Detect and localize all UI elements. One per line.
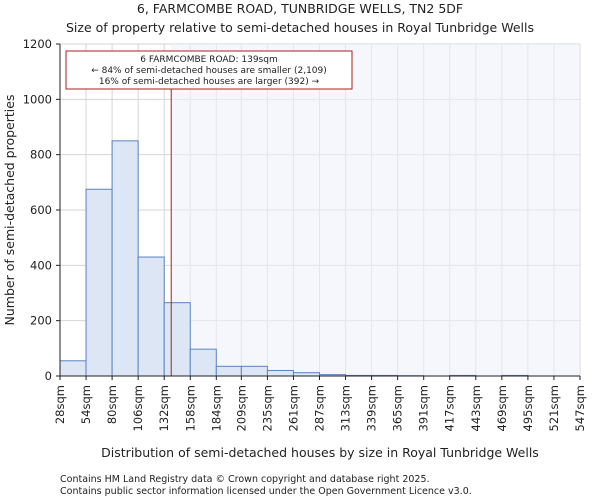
x-tick-label-106sqm: 106sqm bbox=[131, 385, 145, 431]
y-axis-label: Number of semi-detached properties bbox=[2, 95, 17, 326]
y-tick-label-1200: 1200 bbox=[23, 37, 52, 51]
bar-184sqm bbox=[215, 365, 242, 377]
bar-28sqm bbox=[59, 360, 87, 377]
x-tick-label-80sqm: 80sqm bbox=[105, 385, 119, 424]
x-tick-label-54sqm: 54sqm bbox=[79, 385, 93, 424]
x-tick-label-209sqm: 209sqm bbox=[234, 385, 248, 431]
x-tick-label-365sqm: 365sqm bbox=[391, 385, 405, 431]
x-tick-label-417sqm: 417sqm bbox=[443, 385, 457, 431]
bar-132sqm bbox=[163, 302, 191, 377]
bar-80sqm bbox=[111, 140, 139, 377]
x-tick-label-158sqm: 158sqm bbox=[183, 385, 197, 431]
x-tick-label-443sqm: 443sqm bbox=[469, 385, 483, 431]
annotation-line-1: 6 FARMCOMBE ROAD: 139sqm bbox=[140, 55, 277, 65]
x-tick-label-313sqm: 313sqm bbox=[339, 385, 353, 431]
bar-235sqm bbox=[266, 369, 294, 377]
bar-158sqm bbox=[189, 348, 217, 377]
annotation-line-2: ← 84% of semi-detached houses are smalle… bbox=[91, 66, 327, 76]
y-tick-label-600: 600 bbox=[30, 203, 52, 217]
x-tick-label-469sqm: 469sqm bbox=[495, 385, 509, 431]
y-tick-label-200: 200 bbox=[30, 314, 52, 328]
y-tick-label-800: 800 bbox=[30, 148, 52, 162]
x-tick-label-132sqm: 132sqm bbox=[157, 385, 171, 431]
y-tick-label-1000: 1000 bbox=[23, 92, 52, 106]
x-tick-label-28sqm: 28sqm bbox=[53, 385, 67, 424]
annotation-box bbox=[65, 50, 353, 90]
y-tick-label-0: 0 bbox=[45, 369, 52, 383]
x-tick-label-339sqm: 339sqm bbox=[365, 385, 379, 431]
marker-annotation: 6 FARMCOMBE ROAD: 139sqm ← 84% of semi-d… bbox=[65, 50, 353, 90]
bar-106sqm bbox=[137, 256, 165, 377]
y-tick-label-400: 400 bbox=[30, 258, 52, 272]
x-tick-label-287sqm: 287sqm bbox=[312, 385, 326, 431]
chart-title: 6, FARMCOMBE ROAD, TUNBRIDGE WELLS, TN2 … bbox=[137, 1, 463, 16]
x-tick-label-547sqm: 547sqm bbox=[573, 385, 587, 431]
x-tick-layer: 28sqm 54sqm 80sqm 106sqm 132sqm 158sqm 184sqm 2… bbox=[53, 376, 587, 431]
annotation-line-3: 16% of semi-detached houses are larger (… bbox=[99, 77, 320, 87]
x-tick-label-495sqm: 495sqm bbox=[521, 385, 535, 431]
bar-54sqm bbox=[85, 188, 113, 377]
footer-line-1: Contains HM Land Registry data © Crown c… bbox=[60, 474, 430, 485]
footer-line-2: Contains public sector information licen… bbox=[60, 486, 472, 497]
x-tick-label-391sqm: 391sqm bbox=[417, 385, 431, 431]
x-axis-label: Distribution of semi-detached houses by … bbox=[101, 445, 539, 460]
x-tick-label-521sqm: 521sqm bbox=[547, 385, 561, 431]
x-tick-label-184sqm: 184sqm bbox=[209, 385, 223, 431]
bar-layer bbox=[59, 140, 529, 377]
highlight-region bbox=[171, 44, 580, 376]
x-tick-label-235sqm: 235sqm bbox=[260, 385, 274, 431]
bar-209sqm bbox=[240, 365, 268, 377]
x-tick-label-261sqm: 261sqm bbox=[286, 385, 300, 431]
y-tick-layer: 0 200 400 600 800 1000 1200 bbox=[23, 37, 60, 383]
chart-subtitle: Size of property relative to semi-detach… bbox=[66, 20, 534, 35]
